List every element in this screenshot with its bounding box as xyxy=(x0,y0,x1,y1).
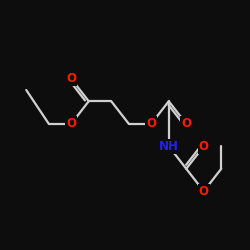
Text: O: O xyxy=(199,140,209,153)
Text: O: O xyxy=(66,117,76,130)
Text: NH: NH xyxy=(159,140,179,153)
Text: O: O xyxy=(199,185,209,198)
Text: O: O xyxy=(146,117,156,130)
Text: O: O xyxy=(66,72,76,85)
Text: O: O xyxy=(181,117,191,130)
